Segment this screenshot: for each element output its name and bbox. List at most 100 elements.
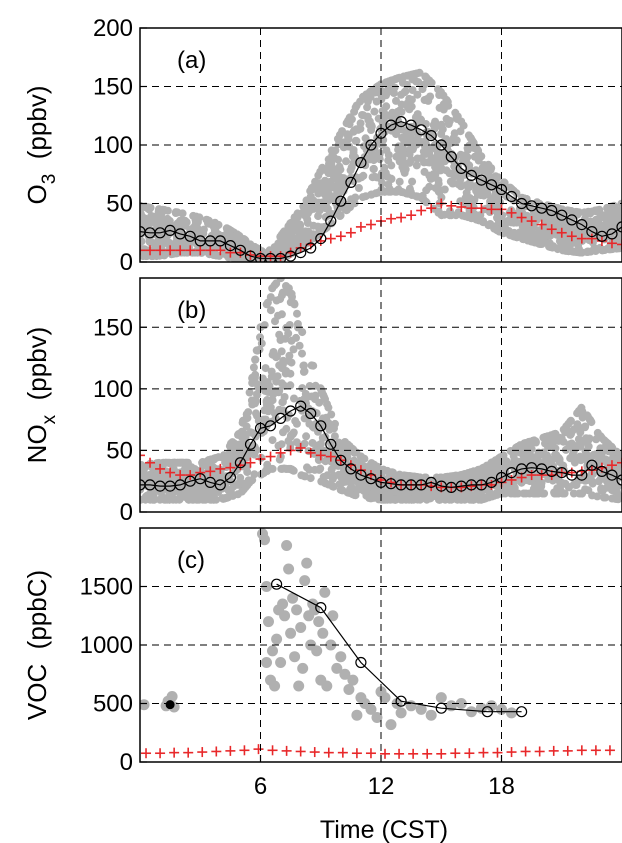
obs-point (244, 476, 253, 485)
obs-point (581, 214, 589, 223)
obs-point (166, 493, 175, 502)
obs-point (434, 176, 443, 185)
model-point (492, 747, 503, 758)
obs-point (140, 245, 148, 254)
obs-point (596, 432, 605, 441)
obs-point (608, 443, 617, 452)
obs-point (391, 495, 400, 504)
model-point (205, 466, 216, 477)
model-point (295, 746, 306, 757)
obs-point (442, 114, 451, 123)
x-tick-label: 12 (368, 773, 395, 800)
mean-point (345, 463, 357, 475)
obs-point (272, 296, 281, 305)
model-point (546, 224, 557, 235)
obs-point (281, 540, 293, 551)
mean-point (264, 420, 277, 432)
observations-series (140, 528, 517, 731)
model-point (586, 233, 597, 244)
mean-point (355, 157, 367, 169)
obs-point (281, 369, 290, 378)
obs-point (344, 116, 352, 125)
mean-point (271, 578, 283, 590)
plot-area (140, 528, 615, 759)
mean-point (315, 601, 327, 614)
model-point (265, 451, 276, 462)
obs-point (347, 163, 356, 172)
obs-point (307, 184, 316, 193)
obs-point (275, 455, 284, 464)
obs-point (205, 250, 214, 259)
obs-point (277, 347, 286, 356)
obs-point (537, 478, 546, 487)
obs-point (584, 247, 593, 256)
obs-point (226, 232, 235, 241)
obs-point (268, 284, 277, 293)
mean-point (606, 228, 618, 240)
obs-point (412, 77, 421, 86)
obs-point (536, 240, 545, 248)
mean-point (285, 405, 297, 417)
obs-point (613, 495, 622, 504)
obs-point (435, 185, 444, 194)
obs-point (296, 220, 304, 229)
obs-point (349, 146, 358, 154)
obs-point (423, 78, 432, 86)
obs-point (512, 443, 520, 452)
obs-point (247, 242, 256, 251)
obs-point (327, 610, 339, 622)
model-point (506, 207, 517, 218)
obs-point (347, 674, 359, 686)
obs-point (282, 424, 291, 433)
model-point (456, 202, 467, 213)
obs-point (578, 413, 587, 422)
obs-point (303, 215, 312, 224)
obs-point (525, 229, 534, 238)
y-tick-label: 1000 (80, 632, 133, 659)
model-point (478, 747, 489, 758)
obs-point (140, 213, 147, 222)
obs-point (287, 218, 296, 227)
plot-area (140, 278, 622, 504)
mean-point (275, 412, 287, 424)
model-point (604, 745, 615, 756)
obs-point (561, 445, 570, 454)
obs-point (426, 494, 435, 503)
mean-point (445, 151, 457, 163)
obs-point (141, 252, 150, 261)
obs-point (385, 719, 397, 731)
model-point (215, 245, 226, 256)
obs-point (291, 417, 300, 425)
mean-point (164, 224, 176, 236)
obs-point (435, 157, 444, 166)
mean-point (315, 233, 327, 245)
obs-point (400, 158, 409, 167)
mean-point (224, 471, 236, 484)
obs-point (144, 203, 152, 212)
obs-point (242, 414, 251, 423)
obs-point (365, 462, 374, 471)
obs-point (464, 131, 473, 140)
model-point (337, 747, 348, 758)
obs-point (314, 171, 323, 180)
obs-point (415, 703, 427, 715)
obs-point (159, 248, 168, 257)
obs-point (335, 136, 344, 145)
model-point (140, 450, 145, 461)
obs-point (330, 432, 339, 441)
mean-point (335, 195, 347, 207)
obs-point (263, 616, 274, 628)
obs-point (395, 707, 407, 719)
obs-point (586, 209, 595, 218)
obs-point (587, 418, 596, 427)
obs-point (384, 180, 393, 189)
obs-point (251, 370, 260, 379)
obs-point (454, 180, 463, 189)
model-point (436, 748, 447, 759)
obs-point (585, 452, 594, 461)
obs-point (573, 420, 582, 429)
obs-point (453, 112, 462, 121)
obs-point (486, 197, 495, 206)
obs-point (420, 167, 429, 176)
model-point (506, 747, 517, 758)
